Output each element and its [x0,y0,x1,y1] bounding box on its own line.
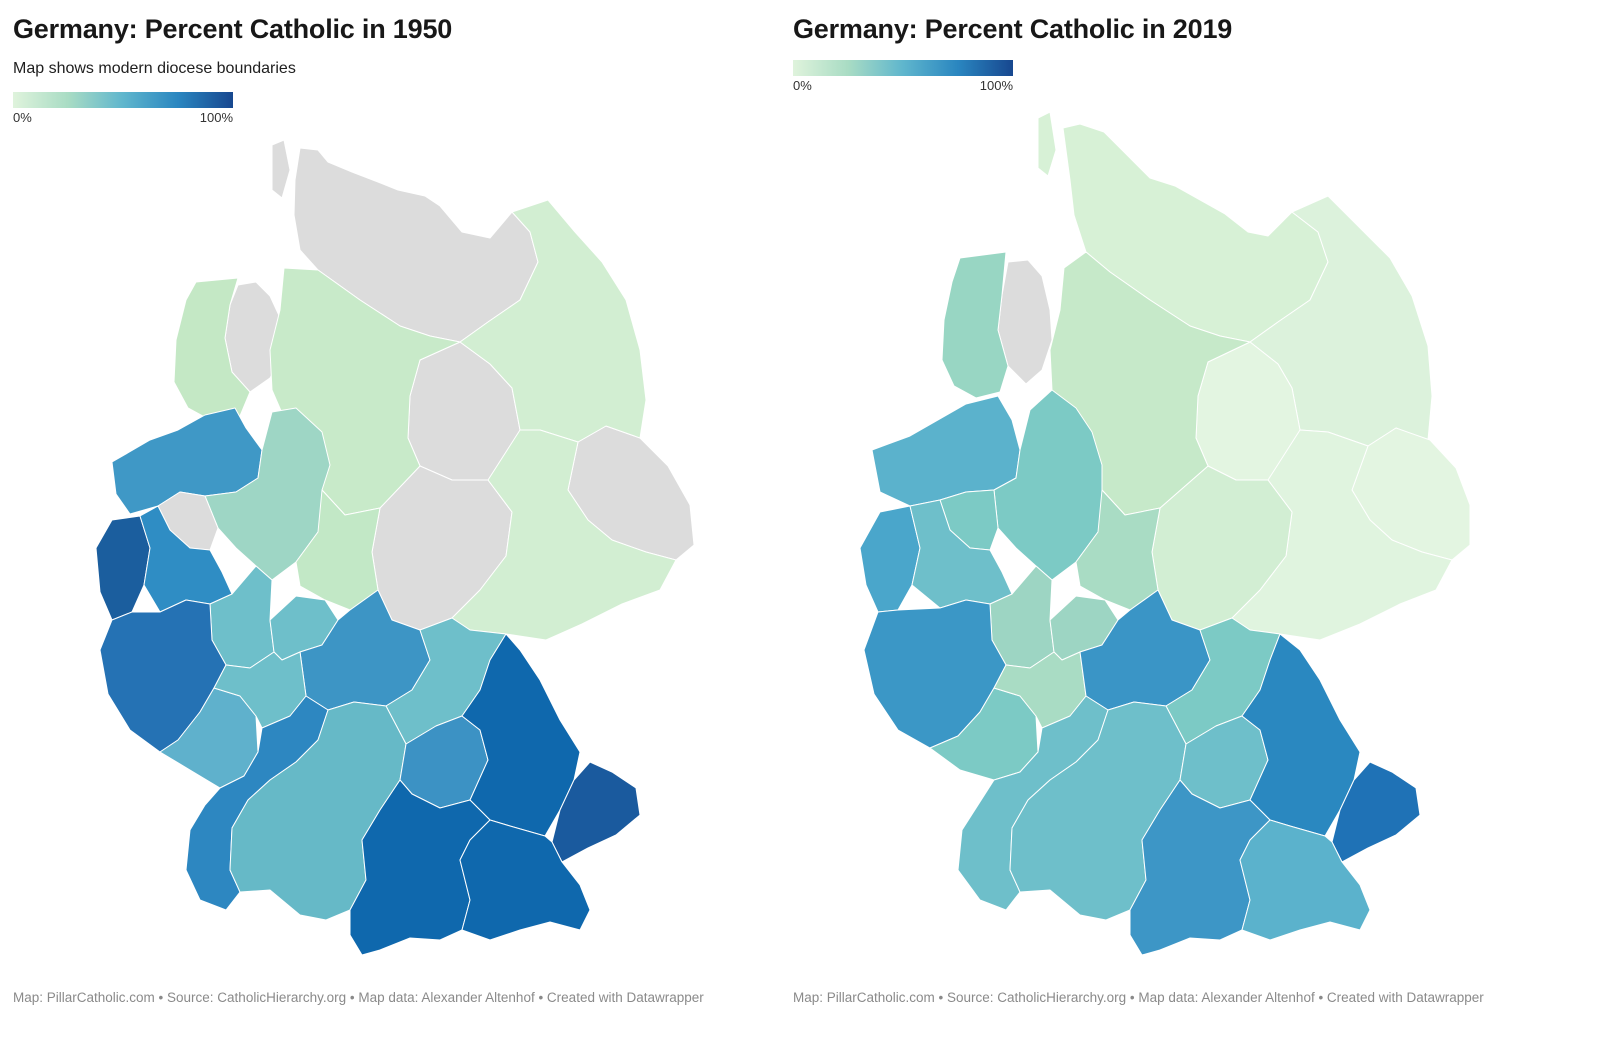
legend-min-label: 0% [793,78,812,93]
diocese-hamburg-islands [1037,111,1057,177]
diocese-passau[interactable] [1331,761,1421,863]
legend-min-label: 0% [13,110,32,125]
legend-gradient-bar [13,92,233,108]
diocese-osnabrueck[interactable] [173,277,251,421]
diocese-muenchen-freising[interactable] [1239,819,1371,941]
map-title-1950: Germany: Percent Catholic in 1950 [13,14,453,44]
color-legend-2019: 0% 100% [793,60,1013,93]
diocese-dresden-meissen[interactable] [451,429,677,641]
diocese-aachen[interactable] [95,515,151,621]
diocese-hamburg-islands [271,139,291,199]
map-subtitle-1950: Map shows modern diocese boundaries [13,60,296,77]
diocese-passau[interactable] [551,761,641,863]
map-panel-2019: Germany: Percent Catholic in 2019 0% 100… [780,0,1540,1039]
germany-map-2019 [859,111,1471,956]
legend-gradient-bar [793,60,1013,76]
diocese-osnabrueck[interactable] [941,251,1009,399]
diocese-aachen[interactable] [859,505,921,613]
diocese-muenchen-freising[interactable] [459,819,591,941]
legend-max-label: 100% [979,78,1013,93]
map-title-2019: Germany: Percent Catholic in 2019 [793,14,1233,44]
map-footer-1950: Map: PillarCatholic.com • Source: Cathol… [13,990,704,1005]
color-legend-1950: 0% 100% [13,92,233,125]
map-panel-1950: Germany: Percent Catholic in 1950 Map sh… [0,0,760,1039]
germany-map-1950 [95,139,695,956]
map-footer-2019: Map: PillarCatholic.com • Source: Cathol… [793,990,1484,1005]
legend-max-label: 100% [199,110,233,125]
